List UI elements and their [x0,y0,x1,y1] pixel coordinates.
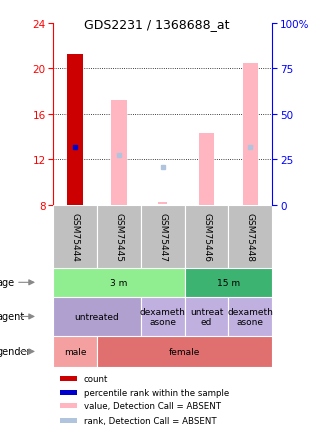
Text: 3 m: 3 m [110,278,128,287]
Bar [202,203,211,205]
Text: female: female [169,347,200,356]
Bar [185,205,228,268]
Bar [97,336,272,367]
Text: 15 m: 15 m [217,278,240,287]
Bar [228,205,272,268]
Bar [53,268,185,297]
Text: age: age [0,278,14,288]
Bar [243,64,258,205]
Bar [141,205,185,268]
Text: dexameth
asone: dexameth asone [140,307,186,326]
Text: gender: gender [0,347,31,357]
Bar [53,297,141,336]
Text: GDS2231 / 1368688_at: GDS2231 / 1368688_at [84,18,229,31]
Text: percentile rank within the sample: percentile rank within the sample [84,388,229,397]
Text: male: male [64,347,86,356]
Text: count: count [84,374,108,383]
Bar [53,205,97,268]
Bar [68,55,83,205]
Bar [185,297,228,336]
Text: untreat
ed: untreat ed [190,307,223,326]
Bar [60,418,77,424]
Bar [60,404,77,408]
Text: GSM75446: GSM75446 [202,212,211,261]
Text: GSM75447: GSM75447 [158,212,167,261]
Bar [158,202,167,204]
Bar [228,297,272,336]
Bar [60,390,77,395]
Text: untreated: untreated [75,312,119,321]
Bar [97,205,141,268]
Text: dexameth
asone: dexameth asone [228,307,273,326]
Bar [185,268,272,297]
Text: value, Detection Call = ABSENT: value, Detection Call = ABSENT [84,401,221,411]
Bar [141,297,185,336]
Text: GSM75445: GSM75445 [115,212,123,261]
Text: GSM75444: GSM75444 [71,212,80,261]
Bar [199,134,214,205]
Text: GSM75448: GSM75448 [246,212,255,261]
Bar [111,101,126,205]
Bar [53,336,97,367]
Bar [60,376,77,381]
Text: rank, Detection Call = ABSENT: rank, Detection Call = ABSENT [84,417,217,425]
Text: agent: agent [0,312,24,322]
